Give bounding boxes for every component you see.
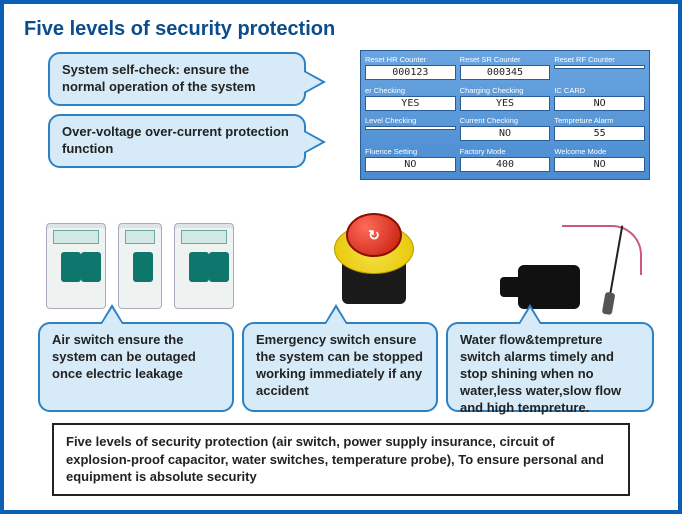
circuit-breakers-icon	[40, 189, 240, 309]
panel-value: 000123	[365, 65, 456, 80]
breaker-icon	[118, 223, 163, 309]
panel-value: YES	[365, 96, 456, 111]
callout-self-check: System self-check: ensure the normal ope…	[48, 52, 306, 106]
panel-cell: Tempreture Alarm55	[554, 116, 645, 145]
panel-value: 000345	[460, 65, 551, 80]
breaker-icon	[46, 223, 106, 309]
breaker-icon	[174, 223, 234, 309]
callout-tail-icon	[304, 130, 326, 154]
panel-value: YES	[460, 96, 551, 111]
callout-tail-icon	[518, 304, 542, 324]
panel-value: NO	[554, 157, 645, 172]
panel-label: Tempreture Alarm	[554, 116, 645, 125]
panel-cell: Current CheckingNO	[460, 116, 551, 145]
panel-value: 400	[460, 157, 551, 172]
panel-label: Current Checking	[460, 116, 551, 125]
product-images-row: ↻	[34, 189, 648, 314]
panel-cell: Welcome ModeNO	[554, 147, 645, 176]
callout-overcurrent: Over-voltage over-current protection fun…	[48, 114, 306, 168]
callout-text: System self-check: ensure the normal ope…	[62, 62, 256, 94]
panel-value: 55	[554, 126, 645, 141]
panel-value	[365, 126, 456, 130]
panel-cell: Charging CheckingYES	[460, 86, 551, 115]
panel-value: NO	[365, 157, 456, 172]
panel-cell: er CheckingYES	[365, 86, 456, 115]
callout-emergency: Emergency switch ensure the system can b…	[242, 322, 438, 412]
panel-cell: Fluence SettingNO	[365, 147, 456, 176]
panel-label: Charging Checking	[460, 86, 551, 95]
panel-label: IC CARD	[554, 86, 645, 95]
panel-cell: IC CARDNO	[554, 86, 645, 115]
panel-cell: Reset RF Counter	[554, 55, 645, 84]
infographic-frame: Five levels of security protection Syste…	[0, 0, 682, 514]
panel-label: Welcome Mode	[554, 147, 645, 156]
flow-sensor-icon	[518, 265, 580, 309]
panel-label: Fluence Setting	[365, 147, 456, 156]
callout-tail-icon	[100, 304, 124, 324]
panel-label: Level Checking	[365, 116, 456, 125]
panel-cell: Factory Mode400	[460, 147, 551, 176]
panel-label: Factory Mode	[460, 147, 551, 156]
summary-box: Five levels of security protection (air …	[52, 423, 630, 496]
panel-value: NO	[460, 126, 551, 141]
callout-tail-icon	[324, 304, 348, 324]
panel-label: er Checking	[365, 86, 456, 95]
sensors-icon	[464, 189, 669, 309]
page-title: Five levels of security protection	[24, 18, 658, 41]
callout-text: Air switch ensure the system can be outa…	[52, 332, 196, 381]
panel-label: Reset HR Counter	[365, 55, 456, 64]
callout-tail-icon	[304, 70, 326, 94]
callout-text: Water flow&tempreture switch alarms time…	[460, 332, 621, 415]
panel-cell: Reset HR Counter000123	[365, 55, 456, 84]
control-panel: Reset HR Counter000123 Reset SR Counter0…	[360, 50, 650, 180]
callout-air-switch: Air switch ensure the system can be outa…	[38, 322, 234, 412]
panel-cell: Level Checking	[365, 116, 456, 145]
panel-label: Reset RF Counter	[554, 55, 645, 64]
callout-text: Over-voltage over-current protection fun…	[62, 124, 289, 156]
callout-water-temp: Water flow&tempreture switch alarms time…	[446, 322, 654, 412]
panel-value: NO	[554, 96, 645, 111]
panel-label: Reset SR Counter	[460, 55, 551, 64]
panel-cell: Reset SR Counter000345	[460, 55, 551, 84]
panel-value	[554, 65, 645, 69]
callout-text: Emergency switch ensure the system can b…	[256, 332, 423, 398]
emergency-stop-icon: ↻	[294, 189, 454, 309]
